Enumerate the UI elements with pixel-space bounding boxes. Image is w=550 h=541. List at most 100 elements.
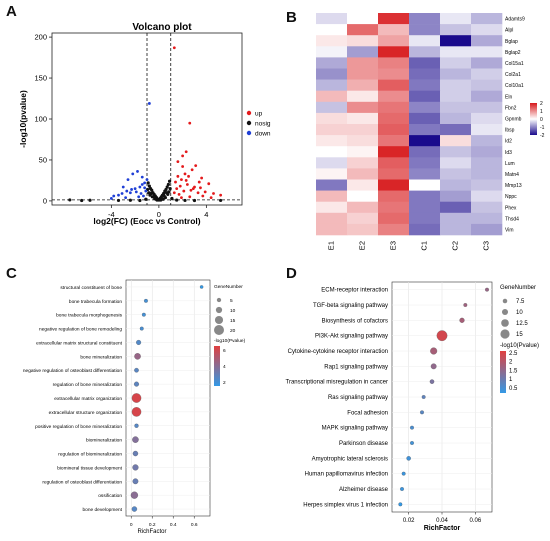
- heatmap-cell: [409, 201, 441, 214]
- d-x-tick-label: 0.06: [469, 518, 481, 524]
- c-size-legend-label: 5: [230, 298, 233, 304]
- heatmap-colorbar: [530, 103, 537, 135]
- volcano-point-down: [117, 193, 120, 197]
- volcano-point-nosig: [166, 182, 170, 187]
- volcano-point-up: [203, 190, 207, 194]
- heatmap-cell: [471, 135, 503, 147]
- volcano-point-nosig: [149, 191, 153, 196]
- volcano-point-down: [120, 192, 124, 195]
- d-term-label: Ras signaling pathway: [328, 395, 388, 401]
- panel-label-b: B: [286, 9, 297, 26]
- volcano-point-down: [124, 196, 128, 200]
- d-size-legend-title: GeneNumber: [500, 285, 536, 291]
- heatmap-cell: [378, 101, 410, 114]
- heatmap-cell: [347, 146, 379, 158]
- volcano-point-nosig: [151, 195, 156, 199]
- heatmap-cell: [347, 201, 379, 214]
- volcano-point-down: [145, 178, 149, 182]
- c-size-legend-dot: [215, 306, 223, 314]
- heatmap-cell: [316, 57, 348, 69]
- c-size-legend-dot: [214, 315, 224, 325]
- c-term-label: structural constituent of bone: [60, 285, 122, 291]
- d-color-legend-label: 2: [509, 360, 513, 366]
- heatmap-cell: [347, 168, 379, 180]
- volcano-point-down: [136, 170, 139, 173]
- volcano-legend: up nosig down: [246, 110, 271, 138]
- volcano-x-ticks: -4 0 4: [108, 205, 208, 219]
- volcano-point-up: [174, 180, 177, 184]
- heatmap-cell: [378, 157, 410, 169]
- volcano-legend-swatch-up: [246, 110, 252, 116]
- volcano-point-up: [184, 179, 188, 182]
- heatmap-cell: [347, 112, 379, 125]
- heatmap-row-label: Vim: [505, 227, 514, 233]
- volcano-point-down: [143, 186, 147, 190]
- heatmap-cell: [409, 223, 441, 236]
- heatmap-cell: [316, 135, 348, 147]
- volcano-point-up: [175, 187, 179, 191]
- heatmap-cell: [347, 135, 379, 147]
- c-x-label: RichFactor: [137, 529, 166, 535]
- heatmap-cell: [347, 124, 379, 136]
- c-term-label: ossification: [98, 493, 122, 499]
- c-term-label: regulation of biomineralization: [58, 452, 122, 458]
- volcano-point-nosig: [68, 198, 72, 202]
- volcano-point-up: [197, 180, 201, 184]
- heatmap-cell: [409, 57, 441, 69]
- volcano-point-up: [182, 189, 186, 193]
- c-term-label: bone trabecula formation: [69, 299, 122, 305]
- heatmap-cell: [378, 223, 410, 236]
- heatmap-cell: [409, 101, 441, 114]
- volcano-point-down: [143, 181, 147, 185]
- d-dot: [430, 347, 438, 355]
- d-x-label: RichFactor: [424, 525, 461, 532]
- volcano-title: Volcano plot: [132, 22, 192, 33]
- heatmap-colorbar-ticks: 2 1 0 -1 -2: [540, 101, 545, 139]
- heatmap-cell: [409, 35, 441, 47]
- volcano-point-nosig: [167, 179, 172, 183]
- d-x-ticks: 0.02 0.04 0.06: [403, 512, 482, 524]
- d-term-label: TGF-beta signaling pathway: [313, 303, 388, 309]
- volcano-point-up: [212, 192, 215, 195]
- heatmap-cell: [347, 13, 379, 25]
- heatmap-row-label: Col10a1: [505, 83, 524, 89]
- go-enrichment-dotplot: C structural constituent of bone bone tra…: [6, 265, 246, 535]
- heatmap-cell: [378, 124, 410, 136]
- c-term-label: biomineral tissue development: [57, 465, 122, 471]
- volcano-y-tick-label: 100: [34, 115, 47, 124]
- heatmap-row-label: Adamts9: [505, 17, 525, 23]
- heatmap-cell: [440, 24, 472, 36]
- heatmap-column-labels: E1 E2 E3 C1 C2 C3: [327, 241, 491, 251]
- heatmap-row-label: Fbn2: [505, 105, 517, 111]
- heatmap-cell: [409, 168, 441, 180]
- d-size-legend-dot: [501, 319, 509, 327]
- heatmap-cell: [378, 212, 410, 225]
- d-dot: [430, 363, 437, 370]
- d-dot: [436, 330, 448, 342]
- heatmap-row-label: Eln: [505, 94, 512, 100]
- c-dot: [133, 381, 140, 387]
- d-x-tick-label: 0.04: [436, 518, 448, 524]
- heatmap-cell: [409, 124, 441, 136]
- heatmap-cell: [409, 157, 441, 169]
- d-term-label: Cytokine-cytokine receptor interaction: [288, 349, 388, 355]
- kegg-enrichment-dotplot: D ECM-receptor interaction TGF-beta signa…: [286, 265, 540, 532]
- heatmap-cell: [316, 46, 348, 58]
- d-dot: [410, 441, 414, 445]
- volcano-point-up: [172, 46, 176, 50]
- heatmap-row-label: Col2a1: [505, 72, 521, 78]
- heatmap-cell: [440, 57, 472, 69]
- volcano-legend-label-up: up: [255, 111, 263, 118]
- heatmap-cell: [347, 35, 379, 47]
- heatmap-cell: [316, 223, 348, 236]
- heatmap-cell: [347, 90, 379, 103]
- c-term-label: negative regulation of bone remodeling: [39, 327, 122, 333]
- heatmap-cell: [471, 79, 503, 91]
- heatmap-cell: [409, 24, 441, 36]
- d-dot: [429, 379, 435, 384]
- c-gridlines: [126, 280, 210, 516]
- volcano-point-up: [188, 121, 192, 125]
- volcano-point-up: [189, 188, 193, 192]
- c-term-label: bone trabecula morphogenesis: [56, 313, 122, 319]
- c-dot: [144, 298, 148, 303]
